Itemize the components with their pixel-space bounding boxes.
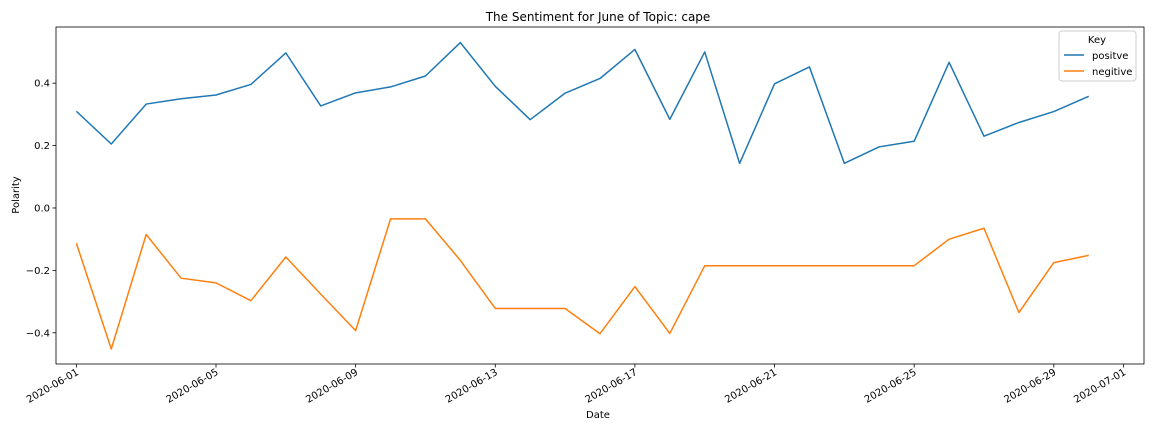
x-tick-label: 2020-07-01 — [1072, 367, 1128, 406]
plot-area — [75, 41, 1090, 350]
chart-title: The Sentiment for June of Topic: cape — [485, 10, 711, 24]
x-tick-label: 2020-06-09 — [304, 367, 360, 406]
x-tick-label: 2020-06-29 — [1002, 367, 1058, 406]
legend-frame — [1058, 30, 1137, 82]
x-tick-label: 2020-06-25 — [863, 367, 919, 406]
axes: 0.4 0.2 0.0 −0.2 −0.4 2020-06-01 2020-06-05 202… — [25, 26, 1145, 406]
x-tick-label: 2020-06-05 — [165, 367, 221, 406]
y-axis-label: Polarity — [11, 176, 22, 214]
legend-label-positve: positve — [1092, 51, 1128, 62]
y-tick-label: 0.2 — [34, 141, 50, 152]
y-tick-label: 0.4 — [34, 79, 50, 90]
legend-label-negitive: negitive — [1092, 67, 1132, 78]
x-tick-label: 2020-06-17 — [584, 367, 640, 406]
x-tick-label: 2020-06-01 — [25, 367, 81, 406]
axes-frame — [55, 26, 1145, 365]
x-axis-label: Date — [586, 410, 610, 421]
y-tick-label: −0.2 — [26, 266, 50, 277]
legend: Key positve negitive — [1058, 30, 1137, 82]
y-tick-label: 0.0 — [34, 203, 50, 214]
x-tick-label: 2020-06-21 — [723, 367, 779, 406]
y-tick-label: −0.4 — [26, 328, 50, 339]
series-line-negitive — [75, 218, 1089, 350]
x-tick-label: 2020-06-13 — [444, 367, 500, 406]
legend-title: Key — [1088, 35, 1106, 46]
series-line-positve — [75, 41, 1090, 165]
